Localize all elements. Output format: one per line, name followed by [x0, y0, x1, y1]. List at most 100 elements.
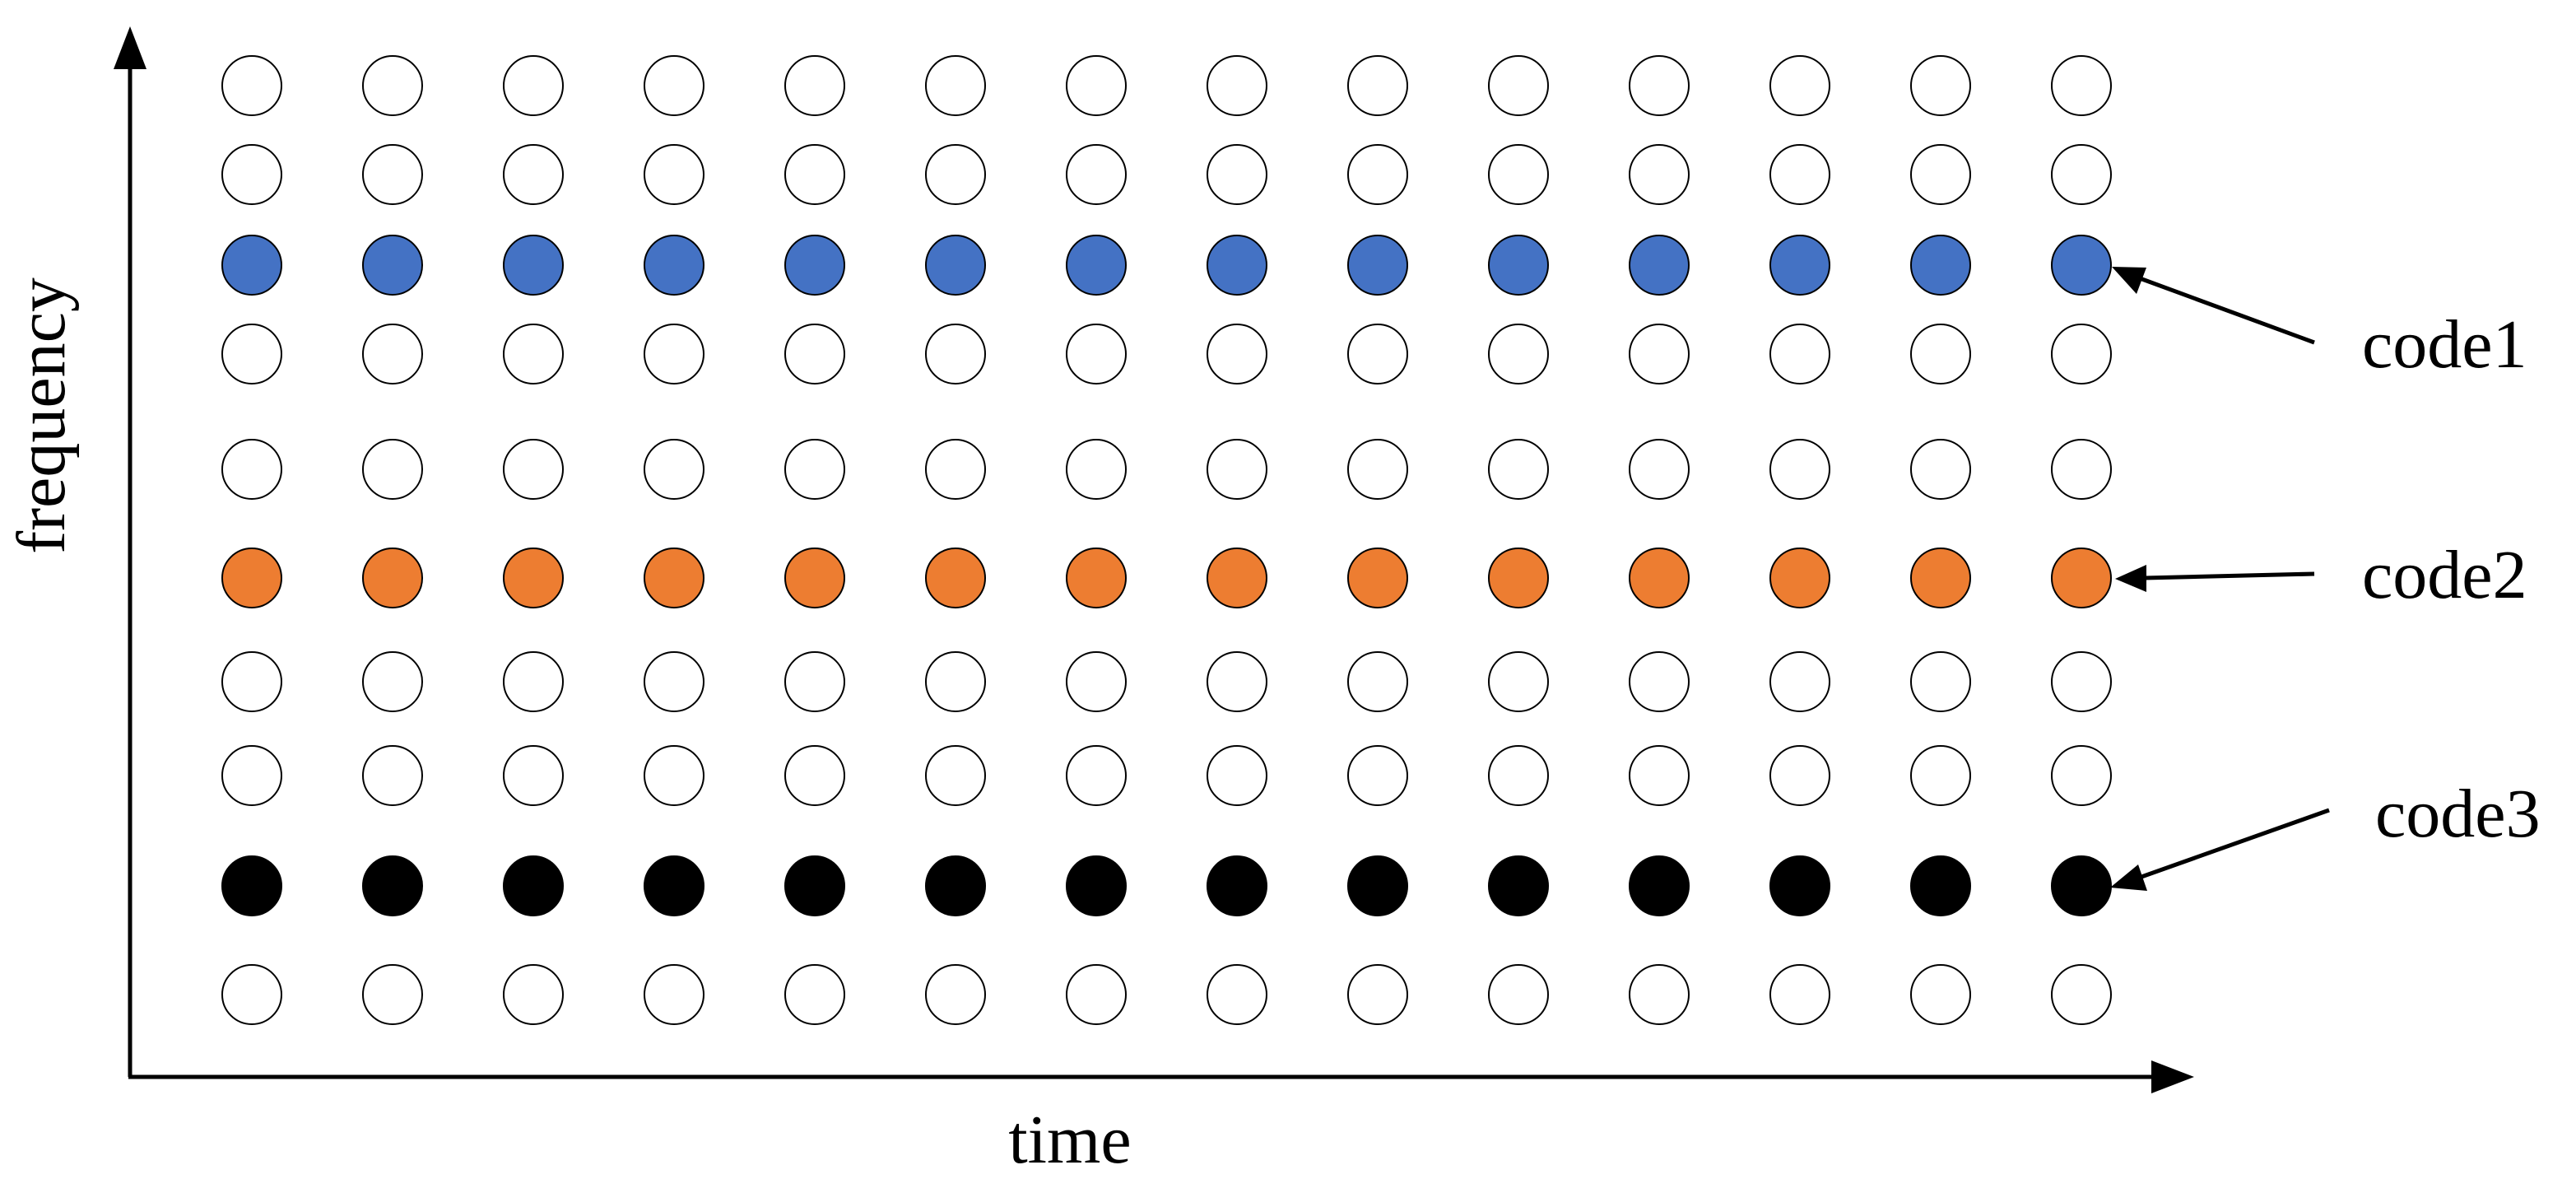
empty-dot: [644, 439, 704, 500]
code3-arrowhead: [2110, 864, 2147, 891]
code2-dot: [2051, 548, 2112, 608]
code2-dot: [1488, 548, 1549, 608]
code3-dot: [503, 855, 564, 916]
empty-dot: [1347, 324, 1408, 384]
empty-dot: [1910, 55, 1971, 116]
empty-dot: [925, 745, 986, 806]
code1-label: code1: [2362, 306, 2527, 383]
code2-dot: [1910, 548, 1971, 608]
code3-dot: [1347, 855, 1408, 916]
empty-dot: [503, 651, 564, 712]
empty-dot: [1207, 324, 1267, 384]
empty-dot: [221, 144, 282, 205]
empty-dot: [925, 55, 986, 116]
code1-dot: [1910, 235, 1971, 296]
x-axis-title: time: [1008, 1102, 1131, 1178]
empty-dot: [644, 651, 704, 712]
empty-dot: [925, 144, 986, 205]
code2-arrowhead: [2115, 565, 2146, 592]
empty-dot: [1488, 144, 1549, 205]
empty-dot: [1488, 55, 1549, 116]
empty-dot: [784, 324, 845, 384]
code2-dot: [644, 548, 704, 608]
code2-dot: [1629, 548, 1690, 608]
empty-dot: [1066, 144, 1127, 205]
code1-dot: [221, 235, 282, 296]
empty-dot: [362, 439, 423, 500]
empty-dot: [1066, 324, 1127, 384]
empty-dot: [925, 324, 986, 384]
empty-dot: [644, 324, 704, 384]
code1-dot: [925, 235, 986, 296]
empty-dot: [1769, 55, 1830, 116]
code1-dot: [1066, 235, 1127, 296]
empty-dot: [1910, 324, 1971, 384]
code3-dot: [2051, 855, 2112, 916]
empty-dot: [1488, 745, 1549, 806]
empty-dot: [1488, 651, 1549, 712]
empty-dot: [1769, 651, 1830, 712]
empty-dot: [644, 55, 704, 116]
empty-dot: [1629, 964, 1690, 1025]
code2-dot: [784, 548, 845, 608]
empty-dot: [2051, 745, 2112, 806]
empty-dot: [644, 964, 704, 1025]
empty-dot: [1207, 745, 1267, 806]
empty-dot: [784, 745, 845, 806]
empty-dot: [1910, 144, 1971, 205]
empty-dot: [362, 144, 423, 205]
code2-dot: [1347, 548, 1408, 608]
empty-dot: [1066, 745, 1127, 806]
code3-dot: [221, 855, 282, 916]
empty-dot: [1629, 324, 1690, 384]
empty-dot: [362, 324, 423, 384]
empty-dot: [1347, 439, 1408, 500]
empty-dot: [1066, 55, 1127, 116]
code2-dot: [1207, 548, 1267, 608]
empty-dot: [1629, 55, 1690, 116]
empty-dot: [1629, 144, 1690, 205]
code2-dot: [925, 548, 986, 608]
empty-dot: [362, 651, 423, 712]
code1-dot: [362, 235, 423, 296]
code1-dot: [503, 235, 564, 296]
empty-dot: [1910, 964, 1971, 1025]
code1-dot: [1769, 235, 1830, 296]
code2-dot: [221, 548, 282, 608]
code3-dot: [1207, 855, 1267, 916]
code3-dot: [1629, 855, 1690, 916]
empty-dot: [1910, 439, 1971, 500]
empty-dot: [1347, 745, 1408, 806]
code2-dot: [1066, 548, 1127, 608]
empty-dot: [1207, 439, 1267, 500]
empty-dot: [1488, 439, 1549, 500]
dot-grid: [221, 55, 2112, 1025]
code1-annotation: code1: [2112, 267, 2527, 383]
empty-dot: [221, 651, 282, 712]
x-axis-arrowhead: [2151, 1060, 2194, 1093]
empty-dot: [925, 651, 986, 712]
empty-dot: [221, 324, 282, 384]
empty-dot: [503, 745, 564, 806]
empty-dot: [1347, 964, 1408, 1025]
empty-dot: [784, 144, 845, 205]
y-axis-title: frequency: [3, 277, 80, 554]
empty-dot: [503, 55, 564, 116]
code1-dot: [1629, 235, 1690, 296]
empty-dot: [784, 964, 845, 1025]
empty-dot: [1347, 651, 1408, 712]
code2-arrow-line: [2144, 571, 2315, 580]
empty-dot: [1207, 651, 1267, 712]
empty-dot: [362, 964, 423, 1025]
empty-dot: [644, 745, 704, 806]
empty-dot: [1910, 651, 1971, 712]
empty-dot: [1769, 439, 1830, 500]
code3-arrow-line: [2141, 808, 2330, 879]
code3-dot: [1769, 855, 1830, 916]
empty-dot: [784, 55, 845, 116]
code1-dot: [1347, 235, 1408, 296]
empty-dot: [2051, 651, 2112, 712]
code3-dot: [1488, 855, 1549, 916]
empty-dot: [221, 55, 282, 116]
code1-dot: [2051, 235, 2112, 296]
